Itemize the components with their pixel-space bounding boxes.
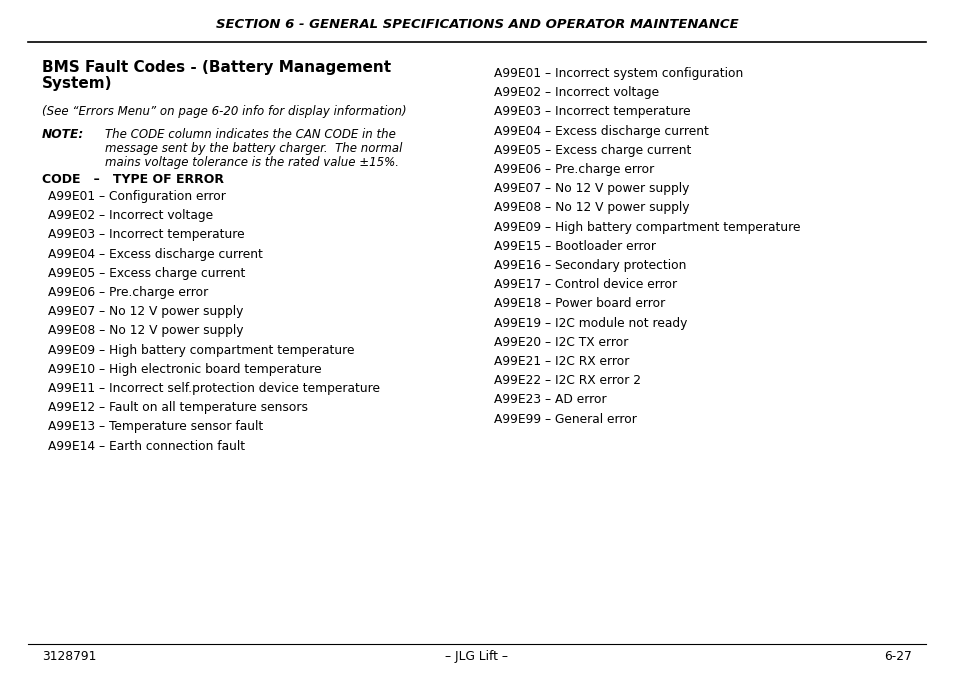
Text: The CODE column indicates the CAN CODE in the: The CODE column indicates the CAN CODE i… [105, 128, 395, 141]
Text: A99E07 – No 12 V power supply: A99E07 – No 12 V power supply [494, 183, 689, 195]
Text: A99E02 – Incorrect voltage: A99E02 – Incorrect voltage [48, 209, 213, 222]
Text: A99E08 – No 12 V power supply: A99E08 – No 12 V power supply [48, 324, 243, 337]
Text: System): System) [42, 76, 112, 91]
Text: A99E15 – Bootloader error: A99E15 – Bootloader error [494, 240, 656, 253]
Text: – JLG Lift –: – JLG Lift – [445, 650, 508, 663]
Text: A99E10 – High electronic board temperature: A99E10 – High electronic board temperatu… [48, 363, 321, 376]
Text: A99E07 – No 12 V power supply: A99E07 – No 12 V power supply [48, 305, 243, 318]
Text: A99E03 – Incorrect temperature: A99E03 – Incorrect temperature [494, 105, 690, 118]
Text: A99E18 – Power board error: A99E18 – Power board error [494, 297, 664, 310]
Text: A99E17 – Control device error: A99E17 – Control device error [494, 279, 677, 291]
Text: A99E13 – Temperature sensor fault: A99E13 – Temperature sensor fault [48, 420, 263, 433]
Text: A99E05 – Excess charge current: A99E05 – Excess charge current [494, 144, 691, 157]
Text: A99E14 – Earth connection fault: A99E14 – Earth connection fault [48, 439, 245, 453]
Text: A99E09 – High battery compartment temperature: A99E09 – High battery compartment temper… [48, 343, 355, 357]
Text: CODE   –   TYPE OF ERROR: CODE – TYPE OF ERROR [42, 173, 224, 186]
Text: A99E16 – Secondary protection: A99E16 – Secondary protection [494, 259, 685, 272]
Text: A99E02 – Incorrect voltage: A99E02 – Incorrect voltage [494, 87, 659, 99]
Text: A99E06 – Pre.charge error: A99E06 – Pre.charge error [48, 286, 208, 299]
Text: A99E05 – Excess charge current: A99E05 – Excess charge current [48, 267, 245, 280]
Text: (See “Errors Menu” on page 6-20 info for display information): (See “Errors Menu” on page 6-20 info for… [42, 105, 406, 118]
Text: A99E21 – I2C RX error: A99E21 – I2C RX error [494, 355, 629, 368]
Text: A99E12 – Fault on all temperature sensors: A99E12 – Fault on all temperature sensor… [48, 401, 308, 414]
Text: SECTION 6 - GENERAL SPECIFICATIONS AND OPERATOR MAINTENANCE: SECTION 6 - GENERAL SPECIFICATIONS AND O… [215, 18, 738, 31]
Text: 6-27: 6-27 [883, 650, 911, 663]
Text: A99E09 – High battery compartment temperature: A99E09 – High battery compartment temper… [494, 220, 800, 234]
Text: A99E22 – I2C RX error 2: A99E22 – I2C RX error 2 [494, 375, 640, 387]
Text: A99E08 – No 12 V power supply: A99E08 – No 12 V power supply [494, 201, 689, 214]
Text: A99E19 – I2C module not ready: A99E19 – I2C module not ready [494, 316, 687, 330]
Text: A99E03 – Incorrect temperature: A99E03 – Incorrect temperature [48, 228, 244, 241]
Text: A99E04 – Excess discharge current: A99E04 – Excess discharge current [48, 247, 263, 261]
Text: A99E20 – I2C TX error: A99E20 – I2C TX error [494, 336, 628, 349]
Text: A99E23 – AD error: A99E23 – AD error [494, 393, 606, 406]
Text: message sent by the battery charger.  The normal: message sent by the battery charger. The… [105, 142, 402, 155]
Text: A99E04 – Excess discharge current: A99E04 – Excess discharge current [494, 124, 708, 138]
Text: A99E01 – Incorrect system configuration: A99E01 – Incorrect system configuration [494, 67, 742, 80]
Text: 3128791: 3128791 [42, 650, 96, 663]
Text: A99E01 – Configuration error: A99E01 – Configuration error [48, 190, 226, 203]
Text: A99E06 – Pre.charge error: A99E06 – Pre.charge error [494, 163, 654, 176]
Text: BMS Fault Codes - (Battery Management: BMS Fault Codes - (Battery Management [42, 60, 391, 75]
Text: A99E99 – General error: A99E99 – General error [494, 412, 637, 426]
Text: A99E11 – Incorrect self.protection device temperature: A99E11 – Incorrect self.protection devic… [48, 382, 379, 395]
Text: mains voltage tolerance is the rated value ±15%.: mains voltage tolerance is the rated val… [105, 156, 398, 169]
Text: NOTE:: NOTE: [42, 128, 84, 141]
